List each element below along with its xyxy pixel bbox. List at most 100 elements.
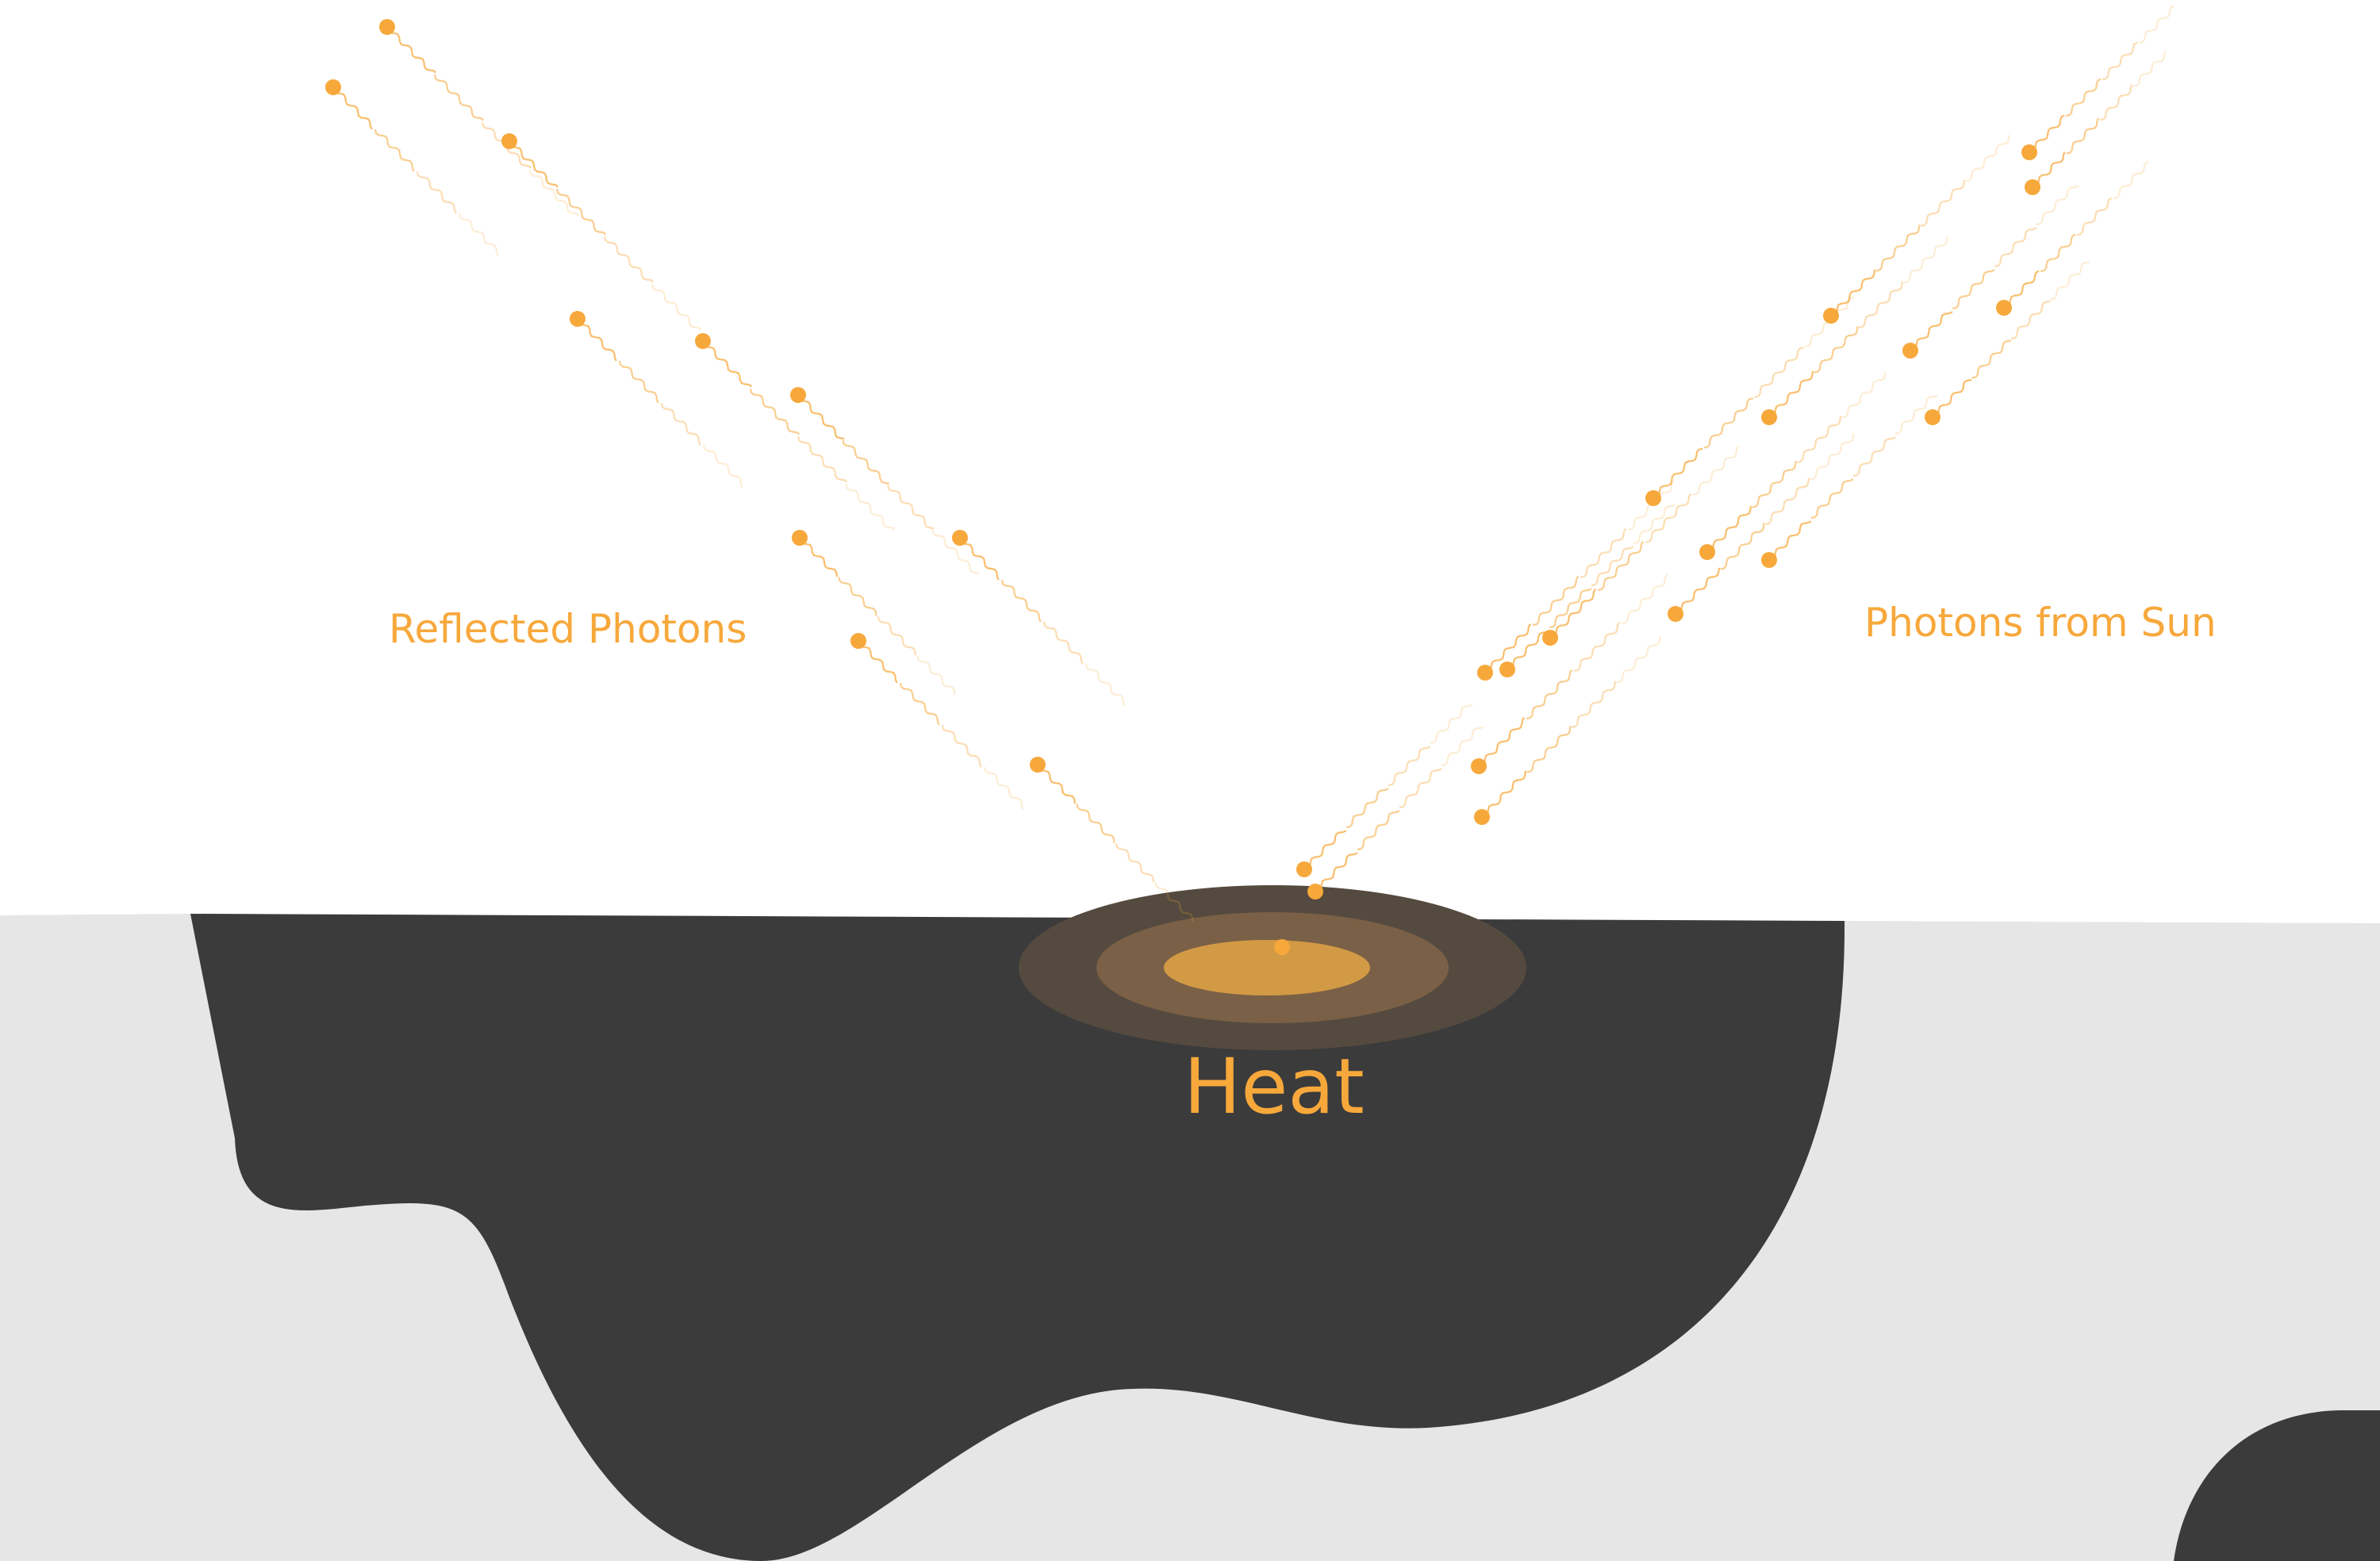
photon-trail [1994, 227, 2037, 267]
photon-trail [1526, 726, 1572, 773]
photon-trail [1675, 567, 1721, 616]
photon-trail [529, 170, 580, 217]
photon-trail [797, 435, 848, 483]
photon-trail [651, 284, 702, 331]
photon-trail [1526, 669, 1573, 719]
photon-trail [508, 140, 559, 188]
photon-dot [1471, 758, 1487, 774]
photon-dot [379, 19, 395, 35]
photon-trail [797, 394, 845, 440]
photon-trail [2113, 160, 2149, 200]
incoming-photon [1823, 135, 2010, 324]
reflected-photon [790, 387, 979, 574]
photon-trail [1720, 523, 1765, 570]
photon-dot [1925, 409, 1940, 425]
photon-trail [1920, 179, 1966, 227]
photon-trail [1693, 445, 1740, 496]
photon-trail [2050, 261, 2090, 301]
photon-trail [887, 484, 935, 530]
photon-trail [1796, 416, 1842, 463]
photon-dot [1761, 409, 1777, 425]
photon-trail [1591, 546, 1634, 587]
photon-dot [1996, 300, 2012, 316]
photon-trail [2032, 151, 2066, 189]
photon-trail [1115, 842, 1154, 883]
incoming-photon [1477, 480, 1675, 681]
incoming-photon [1645, 296, 1855, 506]
photon-trail [1894, 394, 1938, 435]
photon-dot [1030, 757, 1046, 773]
photon-trail [1573, 621, 1621, 672]
photon-dot [570, 311, 585, 327]
photon-dot [325, 79, 341, 95]
photon-trail [1764, 478, 1810, 525]
photon-trail [916, 655, 956, 695]
photon-trail [1804, 296, 1855, 348]
photon-dot [1474, 809, 1490, 825]
photon-trail [845, 484, 896, 531]
photon-trail [984, 766, 1024, 810]
incoming-photon [1668, 433, 1855, 622]
photons-from-sun-label: Photons from Sun [1864, 600, 2217, 646]
photon-trail [1345, 788, 1389, 829]
photon-trail [1971, 339, 2011, 379]
photon-trail [1830, 269, 1876, 317]
photon-trail [1597, 540, 1645, 591]
photon-trail [798, 537, 838, 577]
reflected-photon [325, 79, 499, 256]
photon-trail [703, 444, 743, 488]
photon-trail [1754, 347, 1804, 398]
photon-trail [1580, 527, 1627, 578]
photon-trail [1481, 770, 1527, 819]
incoming-photon [1902, 185, 2079, 359]
photon-trail [332, 86, 373, 130]
photon-dot [695, 333, 711, 349]
photon-trail [1703, 397, 1754, 449]
photon-dot [1823, 308, 1839, 324]
photon-trail [1484, 623, 1532, 674]
reflected-photon [379, 19, 580, 217]
photon-trail [1507, 630, 1550, 671]
photon-dot [501, 133, 517, 149]
photon-trail [1085, 663, 1126, 707]
photon-trail [1706, 505, 1752, 554]
photon-trail [1532, 575, 1580, 626]
incoming-photon [1699, 371, 1887, 560]
photon-trail [1549, 588, 1592, 629]
photon-trail [1903, 236, 1948, 284]
photon-trail [931, 529, 979, 574]
reflected-photon [850, 633, 1024, 810]
photon-trail [459, 213, 499, 256]
photon-trail [434, 74, 485, 121]
photon-trail [2003, 270, 2040, 309]
absorbed-photon-dot [1274, 939, 1290, 955]
photon-trail [2138, 5, 2175, 44]
photon-trail [2065, 78, 2102, 117]
photon-dot [1499, 662, 1515, 677]
reflected-photon [570, 311, 743, 488]
photon-trail [1549, 589, 1597, 639]
incoming-photon [1761, 394, 1938, 568]
reflected-photon [1030, 757, 1194, 922]
dark-blob-corner [2174, 1410, 2380, 1561]
photon-dot [1699, 544, 1715, 560]
photon-trail [2099, 84, 2133, 121]
photon-trail [1441, 726, 1484, 766]
photon-trail [877, 616, 916, 656]
photon-trail [1932, 379, 1972, 419]
photon-trail [1478, 717, 1526, 768]
photon-trail [1858, 281, 1904, 328]
photon-trail [1810, 478, 1854, 520]
photon-dot [1645, 490, 1661, 506]
incoming-photon [1296, 704, 1473, 877]
photon-trail [857, 640, 898, 684]
photon-trail [701, 340, 752, 388]
photon-trail [1965, 135, 2010, 182]
photon-dot [2025, 179, 2040, 195]
photon-trail [556, 188, 607, 236]
photon-trail [1841, 371, 1887, 419]
photon-trail [2010, 301, 2051, 340]
incoming-photon [1307, 726, 1484, 899]
reflected-photon [695, 333, 896, 531]
incoming-photon [1925, 261, 2090, 425]
